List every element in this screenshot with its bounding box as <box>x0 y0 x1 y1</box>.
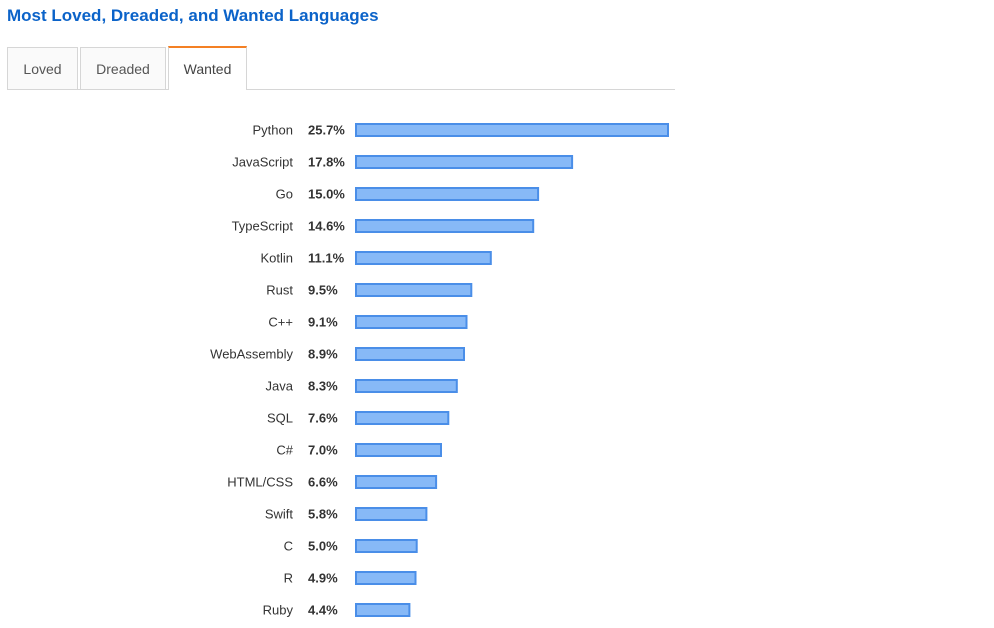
bar[interactable] <box>355 315 468 329</box>
tab-bar: Loved Dreaded Wanted <box>7 46 675 90</box>
value-label: 25.7% <box>308 123 345 138</box>
page-title: Most Loved, Dreaded, and Wanted Language… <box>7 6 379 25</box>
bar[interactable] <box>355 219 535 233</box>
bar[interactable] <box>355 507 428 521</box>
value-label: 6.6% <box>308 475 338 490</box>
bar[interactable] <box>355 475 438 489</box>
value-label: 17.8% <box>308 155 345 170</box>
category-label: R <box>284 571 293 586</box>
category-label: C <box>284 539 293 554</box>
value-label: 4.4% <box>308 603 338 618</box>
bar[interactable] <box>355 347 465 361</box>
tab-dreaded[interactable]: Dreaded <box>80 47 166 89</box>
bar[interactable] <box>355 283 473 297</box>
bar[interactable] <box>355 123 669 137</box>
category-label: TypeScript <box>232 219 294 234</box>
value-label: 9.1% <box>308 315 338 330</box>
bar[interactable] <box>355 379 458 393</box>
value-label: 11.1% <box>308 251 345 266</box>
category-label: Kotlin <box>260 251 293 266</box>
bar[interactable] <box>355 187 540 201</box>
value-label: 7.6% <box>308 411 338 426</box>
category-label: Java <box>266 379 294 394</box>
tab-wanted[interactable]: Wanted <box>168 46 247 90</box>
category-label: Go <box>276 187 293 202</box>
value-label: 9.5% <box>308 283 338 298</box>
tab-loved[interactable]: Loved <box>7 47 78 89</box>
value-label: 5.0% <box>308 539 338 554</box>
category-label: Rust <box>266 283 293 298</box>
category-label: C++ <box>268 315 293 330</box>
bar[interactable] <box>355 411 450 425</box>
bar[interactable] <box>355 539 418 553</box>
value-label: 8.9% <box>308 347 338 362</box>
category-label: WebAssembly <box>210 347 293 362</box>
bar[interactable] <box>355 603 411 617</box>
value-label: 14.6% <box>308 219 345 234</box>
value-label: 8.3% <box>308 379 338 394</box>
bar[interactable] <box>355 251 492 265</box>
category-label: Python <box>253 123 293 138</box>
category-label: C# <box>276 443 293 458</box>
category-label: Ruby <box>263 603 294 618</box>
category-label: JavaScript <box>232 155 293 170</box>
category-label: Swift <box>265 507 294 522</box>
category-label: HTML/CSS <box>227 475 293 490</box>
category-label: SQL <box>267 411 293 426</box>
bar[interactable] <box>355 155 574 169</box>
value-label: 5.8% <box>308 507 338 522</box>
bar-chart: Python 25.7% JavaScript 17.8% Go 15.0% TypeScr… <box>210 123 669 618</box>
value-label: 4.9% <box>308 571 338 586</box>
value-label: 7.0% <box>308 443 338 458</box>
bar[interactable] <box>355 443 442 457</box>
bar[interactable] <box>355 571 417 585</box>
value-label: 15.0% <box>308 187 345 202</box>
